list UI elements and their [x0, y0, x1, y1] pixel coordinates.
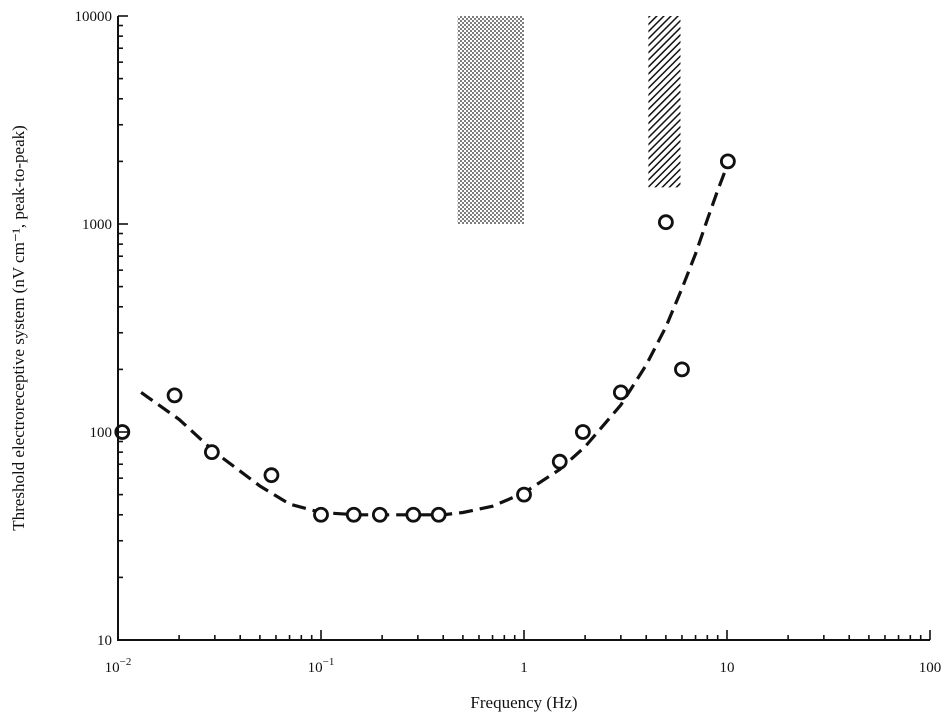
data-point [345, 506, 362, 523]
dotted-region [457, 16, 524, 224]
y-tick-label: 100 [90, 425, 113, 441]
hatched-region [648, 16, 681, 188]
data-point [263, 467, 280, 484]
data-point [430, 506, 447, 523]
data-point [166, 387, 183, 404]
fit-curve [140, 165, 729, 517]
data-point [516, 486, 532, 503]
x-tick-label: 10−1 [308, 656, 335, 676]
y-tick-label: 1000 [82, 217, 112, 233]
data-point [657, 214, 674, 231]
x-axis-ticks: 10−2 10−1 1 10 100 [105, 630, 942, 676]
data-point [719, 153, 736, 170]
fit-curve-layer [140, 165, 729, 517]
data-point [203, 444, 220, 461]
data-point [313, 506, 329, 523]
x-axis-title: Frequency (Hz) [470, 693, 577, 712]
data-point [574, 424, 591, 440]
y-tick-label: 10000 [75, 9, 113, 25]
x-tick-label: 1 [520, 660, 528, 676]
data-points-layer [114, 153, 736, 523]
data-point [405, 506, 422, 523]
data-point [371, 506, 388, 523]
data-point [551, 453, 568, 470]
y-tick-label: 10 [97, 633, 112, 649]
regions [457, 16, 681, 224]
y-axis-title: Threshold electroreceptive system (nV cm… [9, 125, 28, 531]
y-axis-ticks: 10 100 1000 10000 [75, 9, 128, 649]
x-tick-label: 10−2 [105, 656, 132, 676]
x-tick-label: 10 [720, 660, 735, 676]
x-tick-label: 100 [919, 660, 942, 676]
data-point [674, 361, 690, 378]
data-point [612, 384, 629, 401]
